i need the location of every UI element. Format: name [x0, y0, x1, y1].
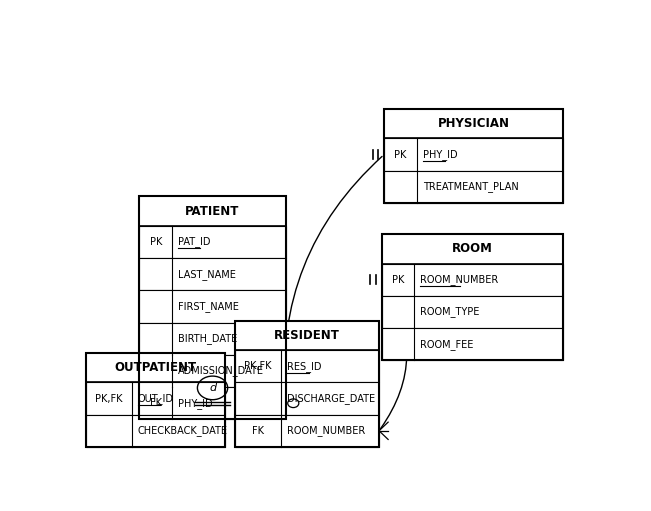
Bar [384, 138, 563, 171]
Text: FK: FK [252, 426, 264, 436]
Bar [235, 414, 379, 447]
Bar [381, 234, 563, 360]
Bar [235, 320, 379, 447]
Bar [139, 258, 286, 290]
Text: RES_ID: RES_ID [286, 361, 321, 371]
Text: CHECKBACK_DATE: CHECKBACK_DATE [138, 425, 228, 436]
Text: PK,FK: PK,FK [96, 393, 123, 404]
Text: ROOM_NUMBER: ROOM_NUMBER [286, 425, 365, 436]
Text: PK: PK [150, 237, 162, 247]
Bar [139, 322, 286, 355]
Text: FIRST_NAME: FIRST_NAME [178, 301, 239, 312]
Bar [381, 328, 563, 360]
Bar [384, 109, 563, 203]
Text: ADMISSION_DATE: ADMISSION_DATE [178, 365, 264, 377]
Bar [384, 171, 563, 203]
Text: ROOM: ROOM [452, 242, 493, 256]
FancyArrowPatch shape [381, 282, 407, 429]
Text: PK,FK: PK,FK [244, 361, 271, 371]
Bar [381, 296, 563, 328]
Text: ROOM_FEE: ROOM_FEE [421, 339, 474, 350]
Text: d: d [209, 383, 216, 393]
Bar [87, 353, 225, 447]
Text: FK: FK [150, 398, 162, 408]
Bar [139, 196, 286, 226]
Bar [381, 264, 563, 296]
Text: LAST_NAME: LAST_NAME [178, 269, 236, 280]
Text: PHYSICIAN: PHYSICIAN [437, 117, 510, 130]
Text: DISCHARGE_DATE: DISCHARGE_DATE [286, 393, 375, 404]
Bar [381, 234, 563, 264]
Bar [139, 196, 286, 420]
Bar [87, 353, 225, 382]
Bar [139, 355, 286, 387]
Bar [235, 350, 379, 382]
Text: BIRTH_DATE: BIRTH_DATE [178, 333, 238, 344]
Text: PK: PK [395, 150, 407, 159]
FancyArrowPatch shape [284, 156, 382, 401]
Text: TREATMEANT_PLAN: TREATMEANT_PLAN [423, 181, 519, 192]
Text: ROOM_NUMBER: ROOM_NUMBER [421, 274, 499, 285]
Bar [139, 387, 286, 420]
Text: RESIDENT: RESIDENT [274, 329, 340, 342]
Text: PHY_ID: PHY_ID [423, 149, 458, 160]
Bar [384, 109, 563, 138]
Text: PAT_ID: PAT_ID [178, 237, 211, 247]
Text: ROOM_TYPE: ROOM_TYPE [421, 307, 480, 317]
Bar [87, 382, 225, 414]
Text: PATIENT: PATIENT [186, 204, 240, 218]
Bar [235, 320, 379, 350]
Text: OUT_ID: OUT_ID [138, 393, 174, 404]
Bar [235, 382, 379, 414]
Text: PHY_ID: PHY_ID [178, 398, 213, 409]
Bar [139, 226, 286, 258]
Text: OUTPATIENT: OUTPATIENT [115, 361, 197, 374]
Bar [139, 290, 286, 322]
Bar [87, 414, 225, 447]
Text: PK: PK [392, 275, 404, 285]
